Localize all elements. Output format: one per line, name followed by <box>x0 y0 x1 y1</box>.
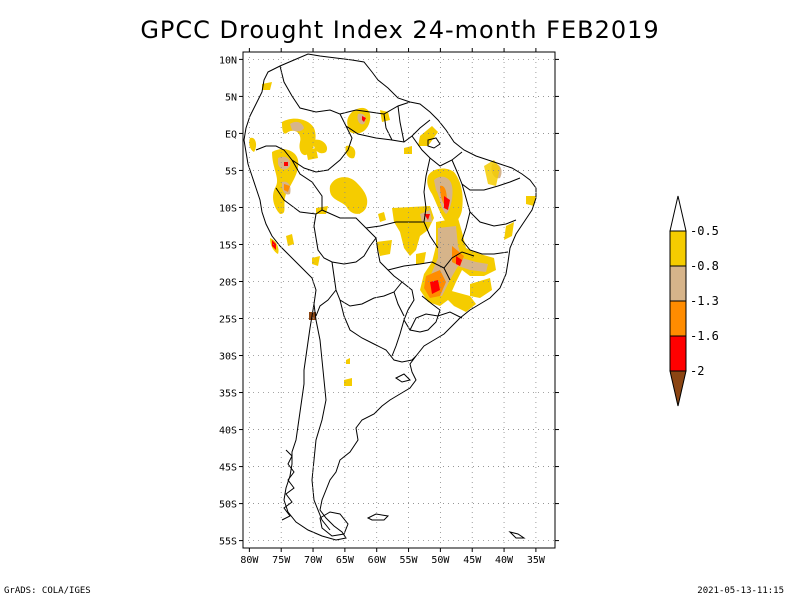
footer-credit: GrADS: COLA/IGES <box>4 586 91 596</box>
lat-label: 20S <box>219 277 237 288</box>
chile-fjords <box>281 449 295 521</box>
drought-patch <box>312 256 320 266</box>
drought-patch <box>378 212 386 222</box>
drought-patch <box>306 148 318 160</box>
drought-patches <box>249 82 536 386</box>
island <box>508 531 526 539</box>
colorbar-label: -1.6 <box>690 329 719 343</box>
drought-patch <box>526 196 536 206</box>
lat-label: 5N <box>225 92 237 103</box>
axis-ticks <box>239 48 559 552</box>
drought-patch <box>444 196 450 210</box>
lon-label: 50W <box>431 555 450 566</box>
drought-patch <box>286 234 294 246</box>
drought-patch <box>504 222 514 240</box>
map-title: GPCC Drought Index 24-month FEB2019 <box>140 16 660 44</box>
drought-patch <box>424 214 430 220</box>
drought-patch <box>313 139 328 154</box>
drought-patch <box>362 116 366 122</box>
longitude-labels: 80W 75W 70W 65W 60W 55W 50W 45W 40W 35W <box>240 555 546 566</box>
drought-patch <box>346 358 350 364</box>
colorbar: -0.5 -0.8 -1.3 -1.6 -2 <box>669 195 719 407</box>
colorbar-label: -1.3 <box>690 294 719 308</box>
colorbar-bottom-arrow <box>669 370 687 407</box>
drought-patch <box>284 162 288 166</box>
lat-label: 30S <box>219 352 237 363</box>
drought-patch <box>470 278 492 298</box>
gridlines <box>243 52 555 548</box>
latitude-labels: 10N 5N EQ 5S 10S 15S 20S 25S 30S 35S 40S 45S 50S 55S <box>219 55 237 547</box>
lat-label: 10S <box>219 203 237 214</box>
drought-patch <box>484 160 500 186</box>
lon-label: 80W <box>240 555 259 566</box>
drought-patch <box>284 184 290 192</box>
plot-frame <box>242 51 556 549</box>
colorbar-top-arrow <box>669 195 687 232</box>
state-borders <box>365 105 521 331</box>
lon-label: 60W <box>368 555 387 566</box>
colorbar-swatch <box>669 300 687 337</box>
lon-label: 35W <box>527 555 546 566</box>
drought-patch <box>344 378 352 386</box>
footer-timestamp: 2021-05-13-11:15 <box>697 586 784 596</box>
island <box>366 513 390 521</box>
lat-label: EQ <box>225 129 237 140</box>
continent-outline <box>243 53 537 541</box>
drought-patch <box>262 82 272 90</box>
colorbar-swatch <box>669 230 687 267</box>
lat-label: 10N <box>219 55 237 66</box>
colorbar-label: -0.8 <box>690 259 719 273</box>
lat-label: 5S <box>225 166 237 177</box>
drought-patch <box>282 118 316 156</box>
drought-patch <box>456 256 462 266</box>
lon-label: 70W <box>304 555 323 566</box>
drought-patch <box>404 146 412 154</box>
south-america-coastline <box>243 53 537 541</box>
island <box>427 137 441 149</box>
lat-label: 50S <box>219 500 237 511</box>
drought-patch <box>329 177 368 214</box>
drought-patch <box>416 252 426 264</box>
drought-patch <box>430 280 440 294</box>
lat-label: 35S <box>219 389 237 400</box>
lon-label: 75W <box>272 555 291 566</box>
drought-patch <box>357 113 366 125</box>
drought-patch <box>446 290 476 312</box>
drought-patch <box>350 200 362 214</box>
lon-label: 65W <box>336 555 355 566</box>
colorbar-swatch <box>669 335 687 372</box>
lat-label: 55S <box>219 537 237 548</box>
drought-patch <box>249 137 257 152</box>
colorbar-label: -2 <box>690 364 704 378</box>
lat-label: 45S <box>219 463 237 474</box>
island <box>395 373 411 383</box>
drought-patch <box>290 121 304 132</box>
colorbar-swatch <box>669 265 687 302</box>
tierra-del-fuego <box>319 511 349 537</box>
lon-label: 55W <box>400 555 419 566</box>
lon-label: 45W <box>463 555 482 566</box>
lat-label: 40S <box>219 426 237 437</box>
drought-patch <box>272 240 276 250</box>
drought-patch <box>418 126 438 146</box>
drought-patch <box>376 240 392 256</box>
colorbar-label: -0.5 <box>690 224 719 238</box>
lat-label: 25S <box>219 315 237 326</box>
drought-patch <box>380 110 390 122</box>
country-borders <box>255 65 441 531</box>
lat-label: 15S <box>219 240 237 251</box>
lon-label: 40W <box>495 555 514 566</box>
